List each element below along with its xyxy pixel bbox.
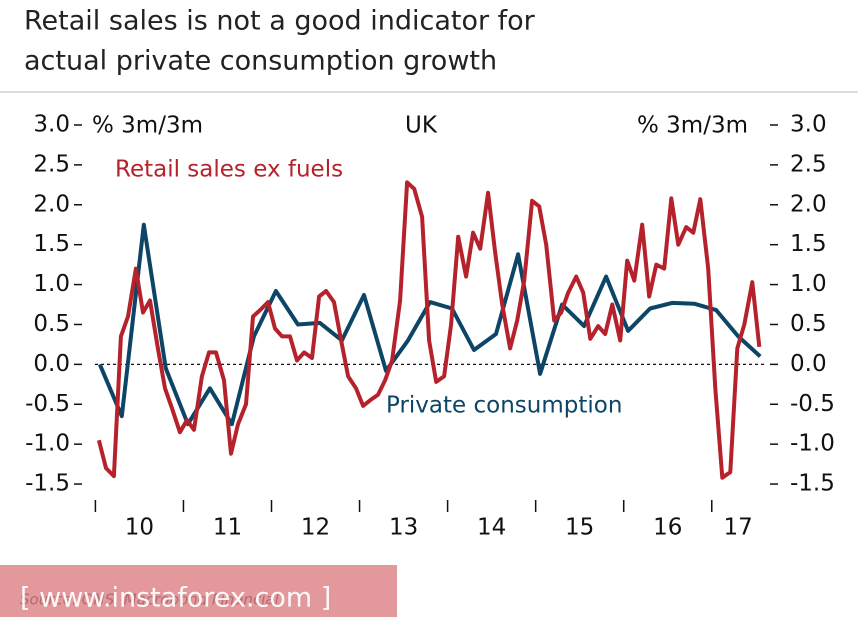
x-tick-label: 12 — [301, 515, 330, 541]
y-tick-label: 0.5 — [33, 311, 70, 337]
chart-title: Retail sales is not a good indicator for — [24, 6, 536, 37]
x-tick-label: 14 — [477, 515, 506, 541]
chart-title: actual private consumption growth — [24, 46, 497, 77]
y-axis-label: % 3m/3m — [92, 113, 203, 139]
x-tick-label: 17 — [724, 515, 753, 541]
y2-tick-label: -1.0 — [790, 431, 835, 457]
y-tick-label: 0.0 — [33, 351, 70, 377]
y-tick-label: 1.5 — [33, 231, 70, 257]
y-tick-label: -1.0 — [25, 431, 70, 457]
watermark: [ www.instaforex.com ] — [20, 583, 331, 614]
watermark-box — [0, 565, 397, 617]
y2-tick-label: -0.5 — [790, 391, 835, 417]
series-label: Retail sales ex fuels — [115, 157, 343, 183]
y2-tick-label: 0.0 — [790, 351, 827, 377]
y-tick-label: -1.5 — [25, 471, 70, 497]
y2-tick-label: 1.5 — [790, 231, 827, 257]
series-line — [97, 222, 762, 427]
y2-tick-label: 1.0 — [790, 271, 827, 297]
y-tick-label: 2.0 — [33, 191, 70, 217]
x-tick-label: 13 — [389, 515, 418, 541]
x-tick-label: 10 — [125, 515, 154, 541]
y2-tick-label: 3.0 — [790, 112, 827, 138]
y-tick-label: -0.5 — [25, 391, 70, 417]
series-label: Private consumption — [386, 393, 622, 419]
y2-tick-label: 2.0 — [790, 191, 827, 217]
x-tick-label: 16 — [653, 515, 682, 541]
x-tick-label: 11 — [213, 515, 242, 541]
y2-tick-label: -1.5 — [790, 471, 835, 497]
x-tick-label: 15 — [565, 515, 594, 541]
y-tick-label: 2.5 — [33, 151, 70, 177]
region-label: UK — [405, 113, 438, 139]
y2-tick-label: 0.5 — [790, 311, 827, 337]
y-tick-label: 1.0 — [33, 271, 70, 297]
y-tick-label: 3.0 — [33, 112, 70, 138]
y2-tick-label: 2.5 — [790, 151, 827, 177]
y2-axis-label: % 3m/3m — [637, 113, 748, 139]
series-line — [96, 180, 762, 480]
